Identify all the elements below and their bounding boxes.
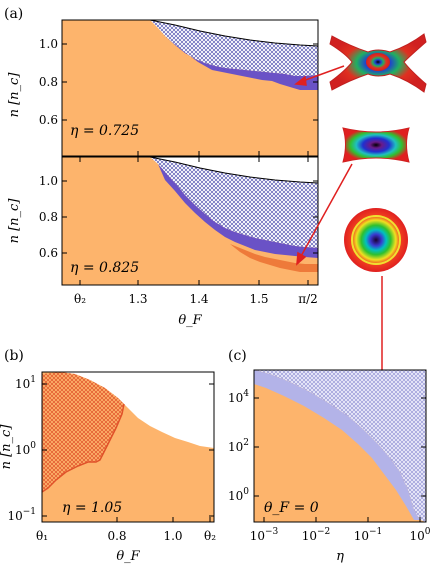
ytick-label: 100 <box>15 441 36 457</box>
svg-text:10−3: 10−3 <box>250 527 279 543</box>
xtick-label: 1.5 <box>249 292 268 306</box>
panel-label-c: (c) <box>228 348 247 364</box>
panel-c: 104 102 100 10−3 10−2 10−1 100 η θ_F = 0 <box>228 369 431 564</box>
ytick-label: 10−1 <box>7 507 36 523</box>
ytick-label: 0.8 <box>39 210 58 224</box>
xtick-theta2: θ₂ <box>204 529 216 543</box>
xtick-pi-half: π/2 <box>298 292 318 306</box>
ytick-label: 101 <box>15 375 36 391</box>
axes-frame <box>253 369 427 523</box>
inset-x-shape <box>329 33 427 93</box>
purple-band <box>158 164 318 258</box>
axes-frame <box>61 156 319 286</box>
xtick-theta2: θ₂ <box>74 292 86 306</box>
theta-annotation: θ_F = 0 <box>264 500 319 516</box>
inset-ring-shape <box>344 208 408 272</box>
xtick-label: 1.3 <box>128 292 147 306</box>
hatched-region <box>150 157 318 248</box>
ytick-label: 1.0 <box>39 174 58 188</box>
ytick-label: 1.0 <box>39 37 58 51</box>
ylabel: n [n_c] <box>0 424 14 470</box>
svg-text:101: 101 <box>15 375 36 391</box>
purple-band <box>165 36 318 90</box>
boundary-curve <box>115 156 319 184</box>
ytick-label: 104 <box>228 389 249 405</box>
svg-text:100: 100 <box>15 441 36 457</box>
panel-b: 101 100 10−1 θ₁ 0.8 1.0 θ₂ θ_F η = 1.05 … <box>0 371 216 564</box>
panel-label-a: (a) <box>4 6 23 22</box>
xlabel: η <box>336 549 344 564</box>
xlabel: θ_F <box>116 549 140 564</box>
dark-orange-band <box>230 244 318 272</box>
xtick-label: 1.4 <box>189 292 208 306</box>
xtick-label: 0.8 <box>107 529 126 543</box>
eta-annotation: η = 0.725 <box>70 123 139 139</box>
svg-text:102: 102 <box>228 438 249 454</box>
ytick-label: 102 <box>228 438 249 454</box>
lavender-band <box>254 370 420 520</box>
ytick-label: 0.6 <box>39 113 58 127</box>
inset-band-shape <box>342 127 410 163</box>
svg-text:104: 104 <box>228 389 249 405</box>
xtick-label: 10−3 <box>250 527 279 543</box>
axes-frame <box>61 19 319 157</box>
svg-text:10−1: 10−1 <box>354 527 383 543</box>
eta-annotation: η = 1.05 <box>62 500 122 516</box>
xtick-theta1: θ₁ <box>36 529 48 543</box>
svg-text:10−2: 10−2 <box>302 527 331 543</box>
svg-text:100: 100 <box>228 487 249 503</box>
white-region <box>42 372 214 448</box>
xtick-label: 10−1 <box>354 527 383 543</box>
xtick-label: 100 <box>409 527 430 543</box>
ytick-label: 0.6 <box>39 246 58 260</box>
ytick-label: 0.8 <box>39 75 58 89</box>
xtick-label: 10−2 <box>302 527 331 543</box>
svg-text:10−1: 10−1 <box>7 507 36 523</box>
panel-label-b: (b) <box>4 348 24 364</box>
axes-frame <box>41 371 215 523</box>
xtick-label: 1.0 <box>163 529 182 543</box>
eta-annotation: η = 0.825 <box>70 260 139 276</box>
panel-a-top: 1.0 0.8 0.6 η = 0.725 n [n_c] <box>7 19 319 157</box>
white-region <box>62 157 318 183</box>
ytick-label: 100 <box>228 487 249 503</box>
red-boundary <box>41 403 125 493</box>
svg-text:100: 100 <box>409 527 430 543</box>
ylabel: n [n_c] <box>7 72 22 118</box>
ylabel: n [n_c] <box>7 198 22 244</box>
red-hatched-region <box>42 372 124 492</box>
panel-a-bottom: 1.0 0.8 0.6 θ₂ 1.3 1.4 1.5 π/2 θ_F η = 0… <box>7 156 319 328</box>
hatched-region <box>150 20 318 76</box>
xlabel: θ_F <box>178 313 202 328</box>
white-region <box>62 20 318 46</box>
hatched-region <box>254 370 426 522</box>
boundary-curve <box>115 19 319 47</box>
